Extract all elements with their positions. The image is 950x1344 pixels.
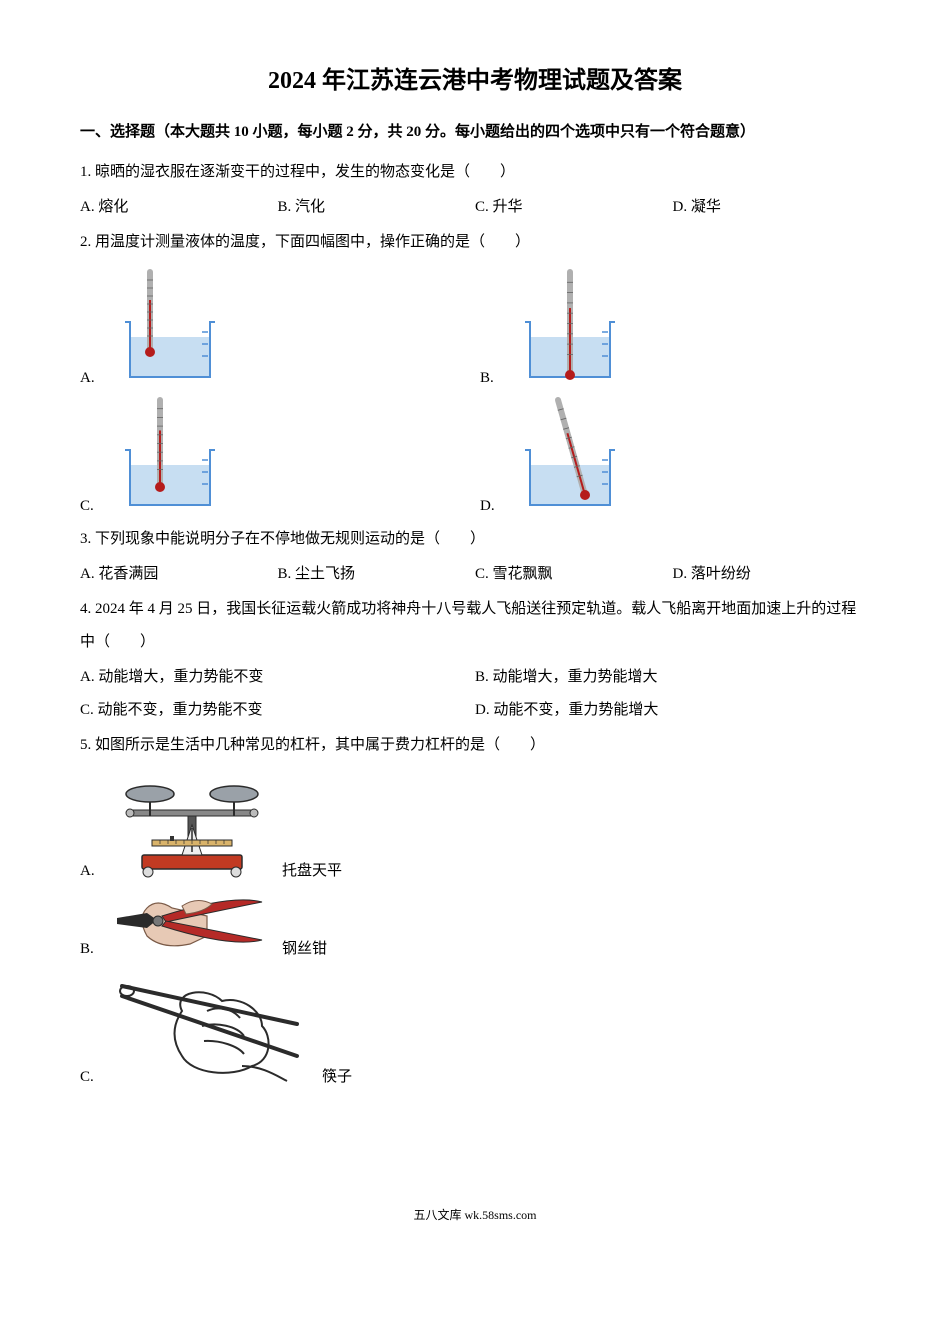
q3-opt-a: A. 花香满园 — [80, 558, 278, 591]
q4-opt-c: C. 动能不变，重力势能不变 — [80, 694, 475, 727]
balance-scale-icon — [112, 770, 272, 880]
section-heading: 一、选择题（本大题共 10 小题，每小题 2 分，共 20 分。每小题给出的四个… — [80, 119, 870, 146]
q4-options-row2: C. 动能不变，重力势能不变 D. 动能不变，重力势能增大 — [80, 694, 870, 727]
thermometer-beaker-c-icon — [110, 395, 230, 515]
q5-label-b: B. — [80, 941, 102, 958]
q3-opt-d: D. 落叶纷纷 — [673, 558, 871, 591]
q4-opt-a: A. 动能增大，重力势能不变 — [80, 661, 475, 694]
q5-caption-b: 钢丝钳 — [282, 937, 327, 958]
q1-opt-b: B. 汽化 — [278, 191, 476, 224]
thermometer-beaker-b-icon — [510, 267, 630, 387]
q2-label-b: B. — [480, 370, 502, 387]
q1-opt-d: D. 凝华 — [673, 191, 871, 224]
q5-caption-a: 托盘天平 — [282, 859, 342, 880]
q5-row-c: C. 筷子 — [80, 966, 870, 1086]
q3-stem: 3. 下列现象中能说明分子在不停地做无规则运动的是（ ） — [80, 523, 870, 556]
q2-label-a: A. — [80, 370, 102, 387]
q3-options: A. 花香满园 B. 尘土飞扬 C. 雪花飘飘 D. 落叶纷纷 — [80, 558, 870, 591]
q5-label-c: C. — [80, 1069, 102, 1086]
q1-options: A. 熔化 B. 汽化 C. 升华 D. 凝华 — [80, 191, 870, 224]
q2-row1: A. B. — [80, 267, 870, 387]
q1-opt-c: C. 升华 — [475, 191, 673, 224]
page-footer: 五八文库 wk.58sms.com — [80, 1206, 870, 1223]
q4-opt-b: B. 动能增大，重力势能增大 — [475, 661, 870, 694]
q3-opt-c: C. 雪花飘飘 — [475, 558, 673, 591]
q1-opt-a: A. 熔化 — [80, 191, 278, 224]
chopsticks-icon — [112, 966, 312, 1086]
page-title: 2024 年江苏连云港中考物理试题及答案 — [80, 60, 870, 95]
q5-stem: 5. 如图所示是生活中几种常见的杠杆，其中属于费力杠杆的是（ ） — [80, 729, 870, 762]
q3-opt-b: B. 尘土飞扬 — [278, 558, 476, 591]
q4-opt-d: D. 动能不变，重力势能增大 — [475, 694, 870, 727]
q4-options-row1: A. 动能增大，重力势能不变 B. 动能增大，重力势能增大 — [80, 661, 870, 694]
q4-stem: 4. 2024 年 4 月 25 日，我国长征运载火箭成功将神舟十八号载人飞船送… — [80, 593, 870, 659]
q2-label-c: C. — [80, 498, 102, 515]
q1-stem: 1. 晾晒的湿衣服在逐渐变干的过程中，发生的物态变化是（ ） — [80, 156, 870, 189]
q5-row-b: B. 钢丝钳 — [80, 888, 870, 958]
q5-caption-c: 筷子 — [322, 1065, 352, 1086]
thermometer-beaker-d-icon — [510, 395, 630, 515]
q2-row2: C. D. — [80, 395, 870, 515]
q2-stem: 2. 用温度计测量液体的温度，下面四幅图中，操作正确的是（ ） — [80, 226, 870, 259]
pliers-icon — [112, 888, 272, 958]
q2-label-d: D. — [480, 498, 502, 515]
q5-row-a: A. 托盘天平 — [80, 770, 870, 880]
q5-label-a: A. — [80, 863, 102, 880]
thermometer-beaker-a-icon — [110, 267, 230, 387]
